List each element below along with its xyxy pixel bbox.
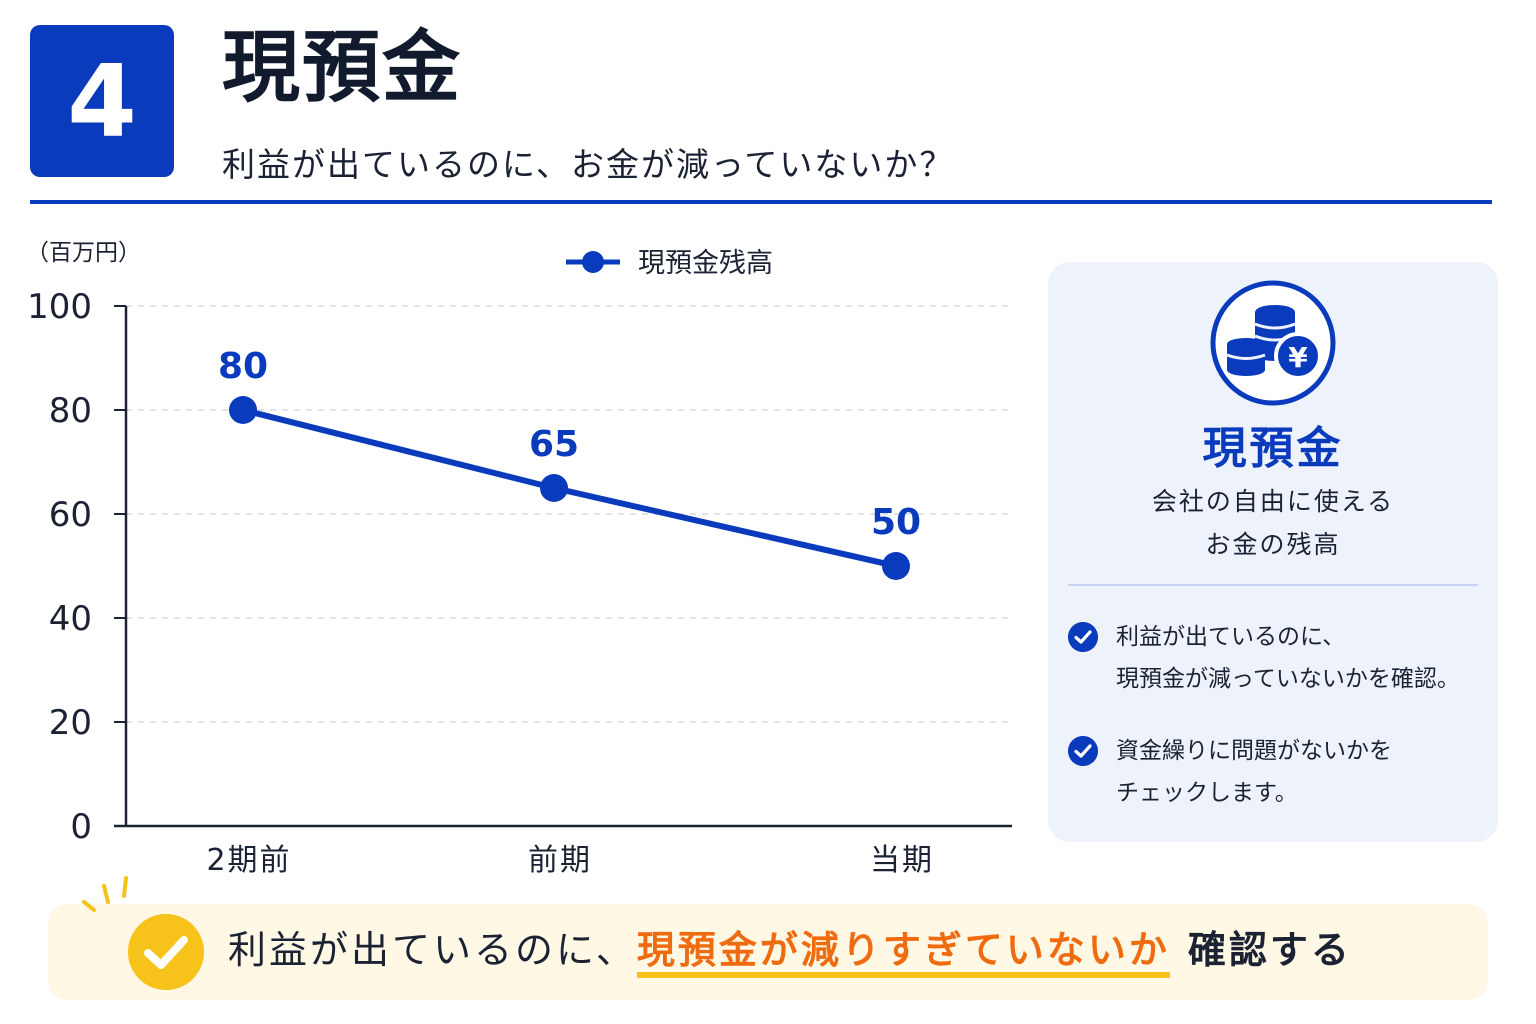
cash-balance-line-chart: （百万円） 現預金残高 0 20 40 60 80 100 80 65 50 2期前 前期 当期: [26, 240, 1012, 878]
check-text-1: 利益が出ているのに、 現預金が減っていないかを確認。: [1116, 616, 1460, 700]
x-axis-labels: 2期前 前期 当期: [206, 843, 934, 878]
check-2-line1: 資金繰りに問題がないかを: [1116, 738, 1392, 764]
coins-yen-icon: ¥: [1210, 280, 1336, 406]
data-point: [540, 474, 568, 502]
legend-marker: [582, 251, 604, 273]
page-subtitle: 利益が出ているのに、お金が減っていないか？: [222, 145, 955, 184]
check-item-2: 資金繰りに問題がないかを チェックします。: [1068, 730, 1488, 814]
svg-text:¥: ¥: [1288, 341, 1308, 374]
y-tick-label: 80: [49, 391, 92, 431]
banner-check-icon: [128, 914, 204, 990]
y-tick-label: 20: [49, 703, 92, 743]
y-tick-label: 100: [27, 287, 92, 327]
section-number-badge: 4: [30, 25, 174, 177]
card-desc-line1: 会社の自由に使える: [1151, 487, 1395, 516]
chart-axes: [114, 306, 1012, 828]
legend-label: 現預金残高: [638, 248, 773, 279]
chart-grid: [126, 305, 1012, 723]
data-label: 65: [529, 424, 579, 465]
banner-text-before: 利益が出ているのに、: [228, 928, 637, 972]
data-label: 50: [871, 502, 921, 543]
x-tick-label: 当期: [870, 843, 934, 878]
card-description: 会社の自由に使える お金の残高: [1048, 480, 1498, 566]
y-axis-ticks: 0 20 40 60 80 100: [27, 287, 126, 847]
chart-legend: 現預金残高: [566, 248, 773, 279]
check-text-2: 資金繰りに問題がないかを チェックします。: [1116, 730, 1392, 814]
sparkle-icon: [82, 876, 128, 912]
data-label: 80: [218, 346, 268, 387]
bottom-banner: 利益が出ているのに、現預金が減りすぎていないか 確認する: [48, 876, 1488, 1000]
chart-series: 80 65 50: [218, 346, 921, 580]
y-tick-label: 0: [70, 807, 92, 847]
card-desc-line2: お金の残高: [1205, 530, 1341, 559]
data-point: [229, 396, 257, 424]
x-tick-label: 2期前: [206, 843, 291, 878]
check-1-line1: 利益が出ているのに、: [1116, 624, 1346, 650]
data-point: [882, 552, 910, 580]
banner-text-after: 確認する: [1187, 928, 1352, 972]
cash-info-card: ¥ 現預金 会社の自由に使える お金の残高 利益が出ているのに、 現預金が減って…: [1048, 262, 1498, 842]
card-divider: [1068, 584, 1478, 586]
page-title: 現預金: [222, 23, 463, 113]
y-unit-label: （百万円）: [26, 240, 141, 266]
banner-highlight: 現預金が減りすぎていないか: [636, 928, 1170, 978]
check-circle-icon: [1068, 622, 1098, 652]
check-1-line2: 現預金が減っていないかを確認。: [1116, 666, 1460, 692]
header-divider: [30, 200, 1492, 204]
check-item-1: 利益が出ているのに、 現預金が減っていないかを確認。: [1068, 616, 1488, 700]
y-tick-label: 60: [49, 495, 92, 535]
check-circle-icon: [1068, 736, 1098, 766]
x-tick-label: 前期: [528, 843, 592, 878]
y-tick-label: 40: [49, 599, 92, 639]
check-2-line2: チェックします。: [1116, 780, 1298, 806]
section-number: 4: [67, 42, 137, 160]
banner-message: 利益が出ているのに、現預金が減りすぎていないか 確認する: [228, 922, 1352, 978]
card-title: 現預金: [1202, 423, 1344, 474]
